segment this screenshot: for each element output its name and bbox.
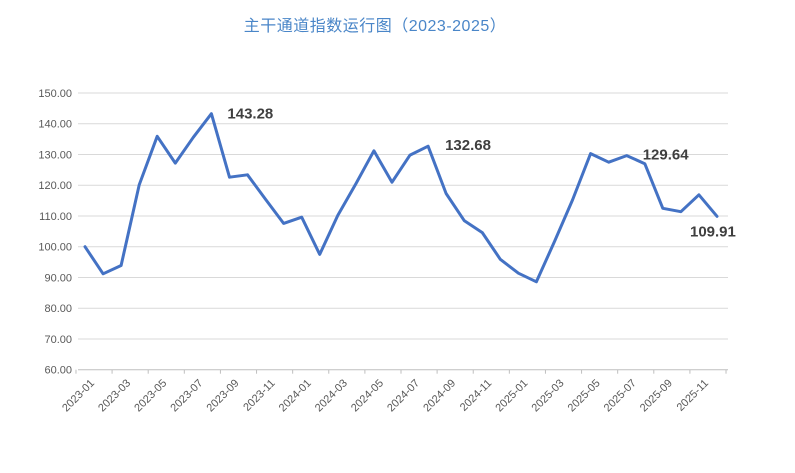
y-axis-tick-label: 100.00 [38,242,72,254]
y-axis-tick-label: 60.00 [44,365,72,377]
y-axis-tick-label: 150.00 [38,88,72,100]
y-axis-tick-label: 90.00 [44,272,72,284]
y-axis-tick-label: 80.00 [44,303,72,315]
x-axis-tick-label: 2025-11 [675,377,711,413]
x-axis-tick-label: 2023-11 [241,377,277,413]
x-axis-tick-label: 2023-07 [168,377,205,414]
y-axis-tick-label: 70.00 [44,334,72,346]
y-axis-tick-label: 110.00 [39,211,72,223]
x-axis-tick-label: 2025-07 [602,377,639,414]
x-axis-tick-label: 2023-01 [60,377,97,414]
x-axis-tick-label: 2024-09 [421,377,458,414]
x-axis-tick-label: 2024-07 [385,377,422,414]
data-label: 129.64 [643,147,690,164]
chart-title: 主干通道指数运行图（2023-2025） [243,18,507,35]
index-line-series [83,112,719,284]
data-label: 132.68 [445,137,491,154]
data-label: 109.91 [690,223,736,240]
x-axis-tick-label: 2025-01 [493,377,530,414]
x-axis-tick-label: 2024-05 [349,377,386,414]
x-axis-tick-label: 2023-03 [96,377,133,414]
x-axis-tick-label: 2025-03 [530,377,567,414]
x-axis-tick-label: 2024-01 [277,377,314,414]
x-axis-tick-label: 2025-09 [638,377,675,414]
x-axis-tick-label: 2023-09 [205,377,242,414]
data-label: 143.28 [227,106,273,123]
y-axis-tick-label: 130.00 [38,149,72,161]
x-axis-tick-label: 2023-05 [132,377,169,414]
x-axis-tick-label: 2025-05 [566,377,603,414]
x-axis-tick-label: 2024-11 [458,377,494,413]
x-axis-tick-label: 2024-03 [313,377,350,414]
y-axis-tick-label: 140.00 [38,119,72,131]
y-axis-tick-label: 120.00 [38,180,72,192]
